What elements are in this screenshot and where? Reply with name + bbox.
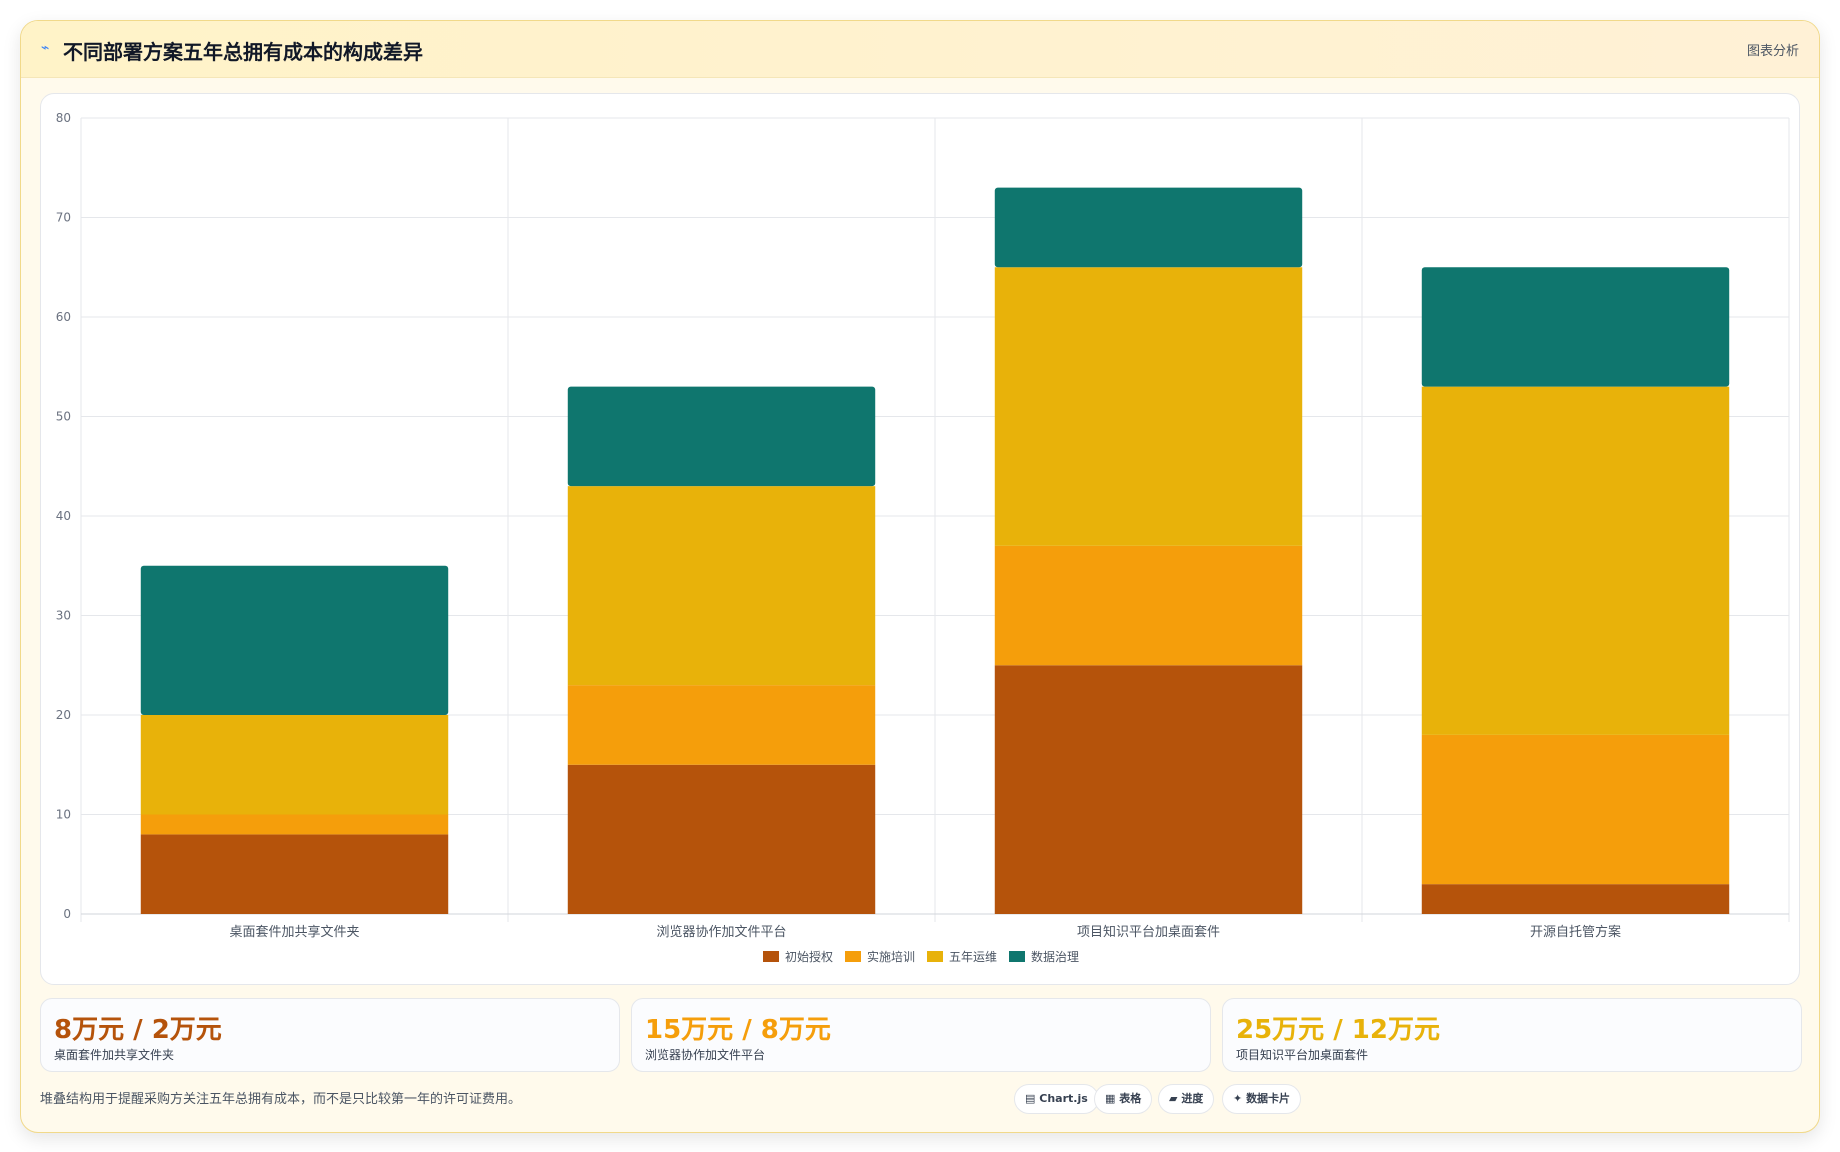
trend-icon: ⌁	[41, 40, 50, 56]
chart-title: 不同部署方案五年总拥有成本的构成差异	[63, 40, 423, 64]
y-tick-label: 70	[56, 211, 71, 225]
chip-label: 进度	[1181, 1092, 1204, 1105]
bar-segment	[567, 764, 876, 914]
footnote: 堆叠结构用于提醒采购方关注五年总拥有成本，而不是只比较第一年的许可证费用。	[40, 1092, 522, 1107]
y-tick-label: 10	[56, 808, 71, 822]
chart-analysis-button[interactable]: 图表分析	[1746, 44, 1799, 59]
legend-swatch	[927, 951, 943, 962]
stat-value-2: 15万元 / 8万元	[645, 1015, 831, 1045]
y-tick-label: 60	[56, 310, 71, 324]
legend-label: 初始授权	[785, 949, 833, 964]
stat-label-2: 浏览器协作加文件平台	[645, 1048, 766, 1062]
data-card-icon: ✦	[1233, 1092, 1243, 1105]
bar-segment	[994, 267, 1303, 546]
stacked-bar-chart: 0 10 20 30 40 50 60 70 80 桌面套件加共享文件夹 浏览器协作加文件平台 项目知…	[56, 111, 1790, 964]
chip-label: 数据卡片	[1246, 1092, 1291, 1105]
chip-table[interactable]: ▦ 表格	[1094, 1084, 1153, 1114]
stat-card-3: 25万元 / 12万元 项目知识平台加桌面套件	[1222, 998, 1802, 1072]
y-tick-label: 0	[63, 907, 71, 921]
legend-label: 实施培训	[867, 949, 915, 964]
bar-segment	[994, 665, 1303, 914]
bar-segment	[140, 834, 449, 914]
bar-segment	[1421, 267, 1730, 387]
bar-segment	[994, 187, 1303, 268]
chip-data-card[interactable]: ✦ 数据卡片	[1222, 1084, 1302, 1114]
stat-value-3: 25万元 / 12万元	[1236, 1015, 1440, 1045]
bar-segment	[1421, 734, 1730, 885]
stat-value-1: 8万元 / 2万元	[54, 1015, 222, 1045]
y-tick-label: 30	[56, 609, 71, 623]
bar-segment	[140, 715, 449, 815]
stat-label-1: 桌面套件加共享文件夹	[54, 1048, 175, 1062]
chip-chartjs[interactable]: ▤ Chart.js	[1014, 1084, 1099, 1114]
legend-label: 数据治理	[1031, 949, 1079, 964]
stat-label-3: 项目知识平台加桌面套件	[1236, 1048, 1369, 1062]
bar-segment	[567, 386, 876, 487]
y-tick-label: 50	[56, 410, 71, 424]
legend-swatch	[845, 951, 861, 962]
bar-segment	[567, 486, 876, 686]
y-tick-label: 20	[56, 708, 71, 722]
chip-label: Chart.js	[1039, 1092, 1088, 1105]
card-header: ⌁ 不同部署方案五年总拥有成本的构成差异 图表分析	[21, 21, 1819, 78]
bar-segment	[994, 545, 1303, 666]
x-tick-label: 项目知识平台加桌面套件	[1077, 924, 1220, 940]
x-tick-label: 桌面套件加共享文件夹	[229, 924, 359, 940]
bar-segment	[1421, 386, 1730, 735]
chip-progress[interactable]: ▰ 进度	[1158, 1084, 1215, 1114]
x-tick-label: 浏览器协作加文件平台	[656, 924, 786, 940]
bar-segment	[140, 814, 449, 835]
stat-card-2: 15万元 / 8万元 浏览器协作加文件平台	[631, 998, 1211, 1072]
chart-card: ⌁ 不同部署方案五年总拥有成本的构成差异 图表分析 0 10 20 30 40 50 60 7…	[20, 20, 1820, 1133]
bar-segment	[1421, 884, 1730, 914]
progress-icon: ▰	[1169, 1092, 1178, 1105]
chip-label: 表格	[1119, 1092, 1142, 1105]
stat-card-1: 8万元 / 2万元 桌面套件加共享文件夹	[40, 998, 620, 1072]
y-tick-label: 80	[56, 111, 71, 125]
table-icon: ▦	[1105, 1092, 1116, 1105]
chart-icon: ▤	[1025, 1092, 1036, 1105]
bar-segment	[140, 565, 449, 715]
bar-segment	[567, 685, 876, 765]
chart-panel: 0 10 20 30 40 50 60 70 80 桌面套件加共享文件夹 浏览器协作加文件平台 项目知…	[40, 93, 1800, 985]
legend-swatch	[1009, 951, 1025, 962]
y-tick-label: 40	[56, 509, 71, 523]
legend-label: 五年运维	[949, 950, 997, 964]
legend-swatch	[763, 951, 779, 962]
x-tick-label: 开源自托管方案	[1530, 924, 1621, 940]
